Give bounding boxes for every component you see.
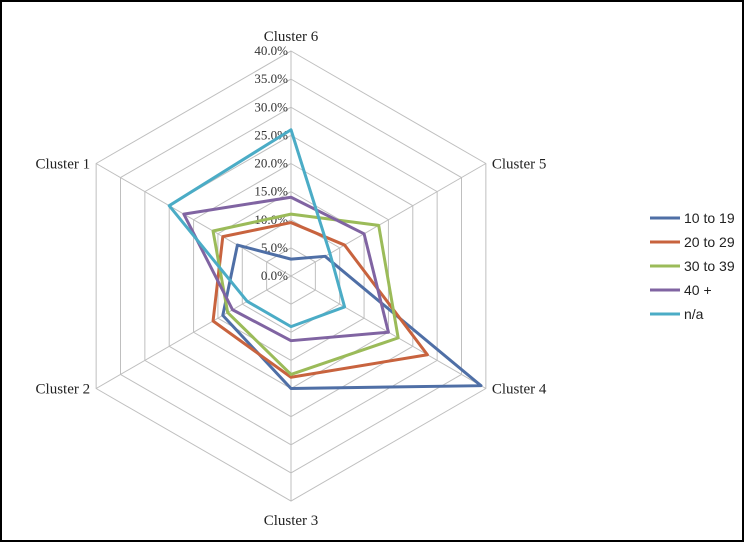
category-label: Cluster 5 [492, 157, 547, 173]
tick-label: 40.0% [254, 43, 288, 58]
grid-spoke [95, 163, 292, 277]
legend-label: 10 to 19 [684, 210, 735, 226]
radial-axis-ticks: 0.0%5.0%10.0%15.0%20.0%25.0%30.0%35.0%40… [254, 43, 288, 283]
legend-label: n/a [684, 306, 704, 322]
legend: 10 to 19 20 to 29 30 to 39 40 + n/a [650, 210, 735, 322]
radar-grid [95, 50, 487, 502]
tick-label: 5.0% [261, 240, 288, 255]
series-line [211, 221, 429, 379]
series-line [167, 128, 347, 329]
legend-label: 30 to 39 [684, 258, 735, 274]
category-label: Cluster 3 [264, 513, 319, 529]
tick-label: 25.0% [254, 127, 288, 142]
legend-label: 40 + [684, 282, 712, 298]
tick-label: 15.0% [254, 184, 288, 199]
series-line [182, 195, 390, 343]
tick-label: 20.0% [254, 156, 288, 171]
category-label: Cluster 4 [492, 382, 547, 398]
category-label: Cluster 6 [264, 29, 319, 45]
tick-label: 35.0% [254, 71, 288, 86]
tick-label: 0.0% [261, 268, 288, 283]
grid-spoke [95, 275, 292, 389]
category-label: Cluster 2 [36, 382, 91, 398]
tick-label: 30.0% [254, 99, 288, 114]
series-line [221, 243, 483, 390]
category-label: Cluster 1 [36, 157, 91, 173]
category-labels: Cluster 6 Cluster 5 Cluster 4 Cluster 3 Clus… [36, 29, 547, 529]
series-line [211, 212, 400, 376]
series-lines [167, 128, 483, 390]
legend-label: 20 to 29 [684, 234, 735, 250]
